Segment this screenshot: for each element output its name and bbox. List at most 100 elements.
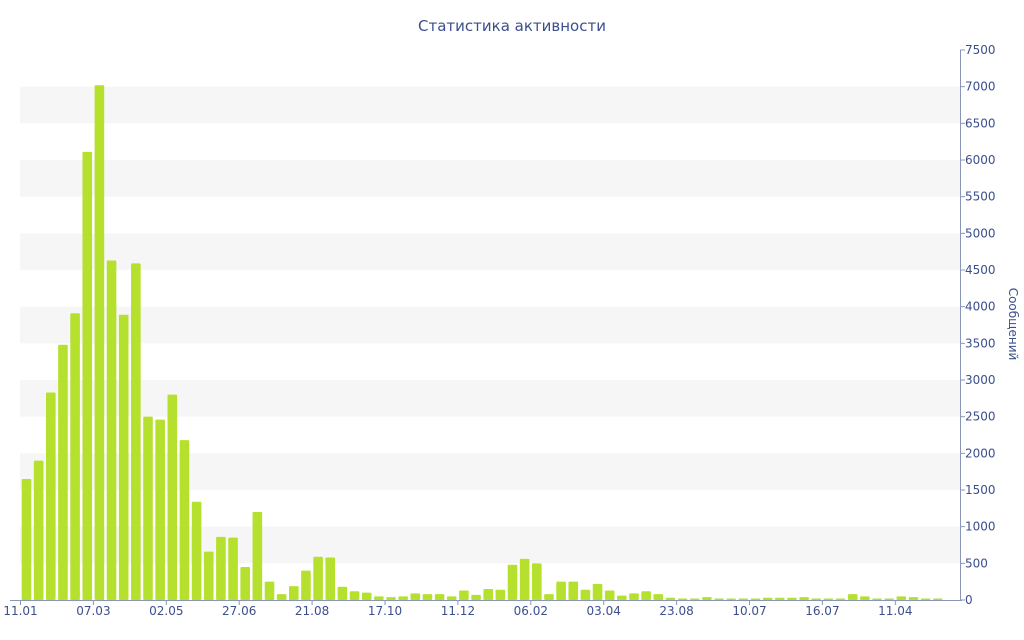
bar[interactable] xyxy=(775,597,785,600)
x-tick-label: 23.08 xyxy=(659,604,693,618)
bar[interactable] xyxy=(155,419,165,600)
y-tick-label: 1000 xyxy=(965,520,996,534)
bar[interactable] xyxy=(58,344,68,600)
bar[interactable] xyxy=(483,589,493,600)
grid-band xyxy=(20,86,960,124)
x-tick-label: 02.05 xyxy=(149,604,183,618)
y-axis-label: Сообщений xyxy=(1006,288,1020,361)
grid-band xyxy=(20,233,960,270)
bar[interactable] xyxy=(374,596,384,600)
y-tick-label: 5500 xyxy=(965,190,996,204)
bar[interactable] xyxy=(276,594,287,600)
bar[interactable] xyxy=(337,586,348,600)
bar[interactable] xyxy=(349,591,360,600)
bar[interactable] xyxy=(835,598,846,600)
bar[interactable] xyxy=(544,594,554,600)
bar[interactable] xyxy=(689,598,700,600)
bar[interactable] xyxy=(216,536,226,600)
bar[interactable] xyxy=(556,581,566,600)
bar[interactable] xyxy=(787,597,797,600)
grid-bands xyxy=(20,86,960,564)
bar[interactable] xyxy=(519,558,530,600)
y-tick-label: 2500 xyxy=(965,410,996,424)
bar[interactable] xyxy=(726,598,736,600)
bar[interactable] xyxy=(167,394,178,600)
x-tick-label: 27.06 xyxy=(222,604,256,618)
bar[interactable] xyxy=(617,595,627,600)
x-tick-label: 11.12 xyxy=(441,604,475,618)
bar[interactable] xyxy=(252,512,263,600)
bar[interactable] xyxy=(82,151,93,600)
bar[interactable] xyxy=(434,594,445,600)
bar[interactable] xyxy=(604,590,615,600)
axes-group: 0 500 1000 1500 2000 2500 3000 3500 4000 4500 5000… xyxy=(3,43,995,618)
x-tick-label: 11.04 xyxy=(878,604,912,618)
bar[interactable] xyxy=(762,597,773,600)
bars-group xyxy=(21,85,943,600)
bar[interactable] xyxy=(361,592,372,600)
bar[interactable] xyxy=(410,593,421,600)
bar[interactable] xyxy=(641,591,651,600)
bar[interactable] xyxy=(325,557,336,600)
bar[interactable] xyxy=(143,416,153,600)
chart-title: Статистика активности xyxy=(418,17,606,35)
bar[interactable] xyxy=(495,589,506,600)
bar[interactable] xyxy=(507,564,518,600)
bar[interactable] xyxy=(398,596,408,600)
bar[interactable] xyxy=(799,597,809,600)
bar[interactable] xyxy=(106,260,117,600)
bar[interactable] xyxy=(191,501,202,600)
bar[interactable] xyxy=(446,596,457,600)
bar[interactable] xyxy=(823,598,834,600)
bar[interactable] xyxy=(847,594,858,600)
y-tick-label: 7000 xyxy=(965,80,996,94)
bar[interactable] xyxy=(908,597,919,600)
bar[interactable] xyxy=(580,589,591,600)
bar[interactable] xyxy=(240,567,250,600)
bar[interactable] xyxy=(860,596,870,600)
bar[interactable] xyxy=(131,263,141,600)
bar[interactable] xyxy=(118,314,129,600)
bar[interactable] xyxy=(203,551,214,600)
x-tick-label: 11.01 xyxy=(3,604,37,618)
bar[interactable] xyxy=(702,597,712,600)
bar[interactable] xyxy=(653,594,664,600)
bar[interactable] xyxy=(179,440,190,600)
grid-band xyxy=(20,306,960,344)
bar[interactable] xyxy=(313,556,323,600)
bar[interactable] xyxy=(629,593,639,600)
bar[interactable] xyxy=(750,598,761,600)
bar[interactable] xyxy=(677,598,688,600)
y-tick-label: 6000 xyxy=(965,153,996,167)
bar[interactable] xyxy=(21,479,32,600)
bar[interactable] xyxy=(884,598,894,600)
bar[interactable] xyxy=(592,583,603,600)
bar[interactable] xyxy=(264,581,275,600)
bar[interactable] xyxy=(70,313,80,600)
bar[interactable] xyxy=(301,570,311,600)
bar[interactable] xyxy=(896,596,907,600)
bar[interactable] xyxy=(289,586,299,600)
bar[interactable] xyxy=(33,460,44,600)
bar[interactable] xyxy=(568,581,579,600)
bar[interactable] xyxy=(920,598,931,600)
bar[interactable] xyxy=(386,597,396,600)
bar[interactable] xyxy=(932,598,943,600)
bar[interactable] xyxy=(94,85,105,600)
bar[interactable] xyxy=(665,597,676,600)
bar[interactable] xyxy=(46,392,56,600)
bar[interactable] xyxy=(714,598,724,600)
bar[interactable] xyxy=(422,594,433,600)
bar[interactable] xyxy=(738,598,749,600)
bar[interactable] xyxy=(811,598,822,600)
bar[interactable] xyxy=(228,537,238,600)
grid-band xyxy=(20,380,960,417)
bar[interactable] xyxy=(532,563,542,600)
bar[interactable] xyxy=(459,590,469,600)
y-tick-label: 7500 xyxy=(965,43,996,57)
bar[interactable] xyxy=(471,594,481,600)
bar[interactable] xyxy=(872,598,882,600)
y-tick-label: 3000 xyxy=(965,373,996,387)
